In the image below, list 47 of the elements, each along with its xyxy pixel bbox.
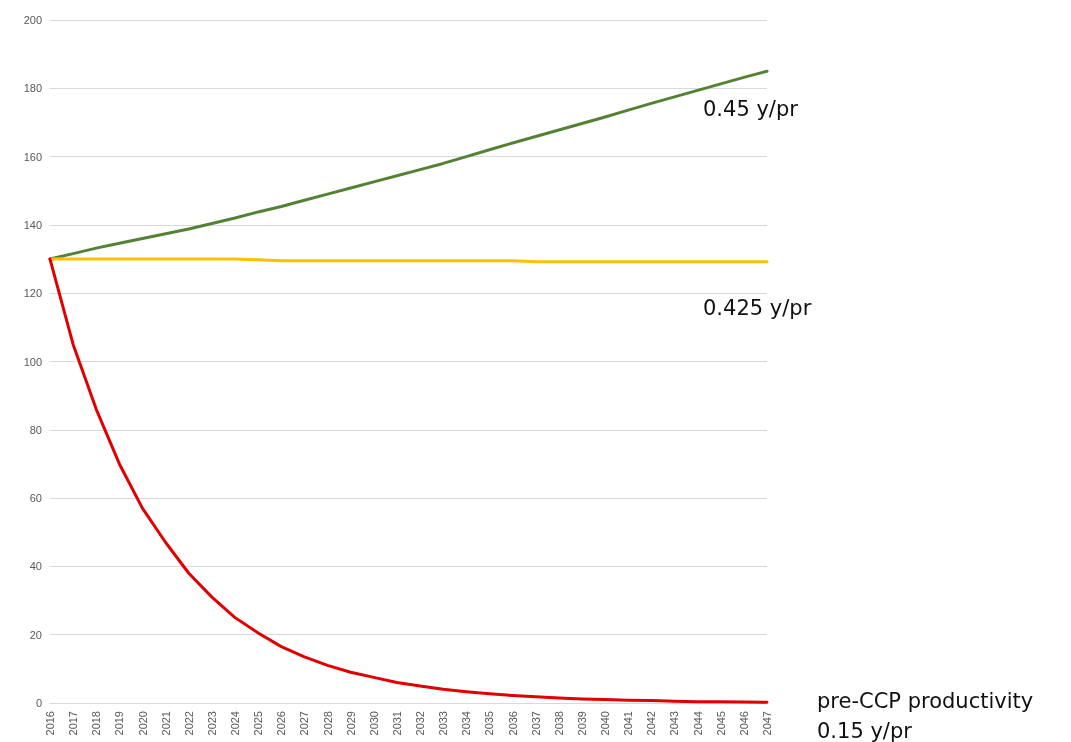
y-tick-label: 20: [29, 628, 42, 641]
y-tick-label: 40: [29, 560, 42, 573]
line-series: [48, 257, 769, 704]
x-tick-label: 2026: [275, 711, 288, 736]
x-tick-label: 2047: [761, 711, 773, 736]
x-tick-label: 2041: [622, 711, 635, 736]
x-tick-label: 2028: [321, 711, 334, 736]
y-tick-label: 0: [35, 697, 42, 709]
x-tick-label: 2038: [552, 711, 565, 736]
x-tick-label: 2019: [113, 711, 126, 736]
x-tick-label: 2042: [645, 711, 658, 736]
series-label: 0.45 y/pr: [703, 97, 799, 122]
x-tick-label: 2024: [229, 711, 242, 736]
x-tick-label: 2033: [437, 711, 450, 736]
x-tick-label: 2030: [367, 711, 380, 736]
x-tick-label: 2039: [575, 711, 588, 736]
y-tick-label: 100: [23, 355, 42, 368]
x-tick-label: 2046: [737, 711, 750, 736]
x-tick-label: 2021: [159, 711, 172, 736]
series-label: 0.425 y/pr: [703, 295, 812, 320]
x-tick-label: 2016: [44, 711, 56, 736]
y-tick-label: 180: [23, 82, 42, 95]
x-tick-label: 2035: [483, 711, 496, 736]
y-tick-label: 120: [23, 287, 42, 300]
x-tick-label: 2045: [714, 711, 727, 736]
y-tick-label: 60: [29, 492, 42, 505]
x-tick-label: 2018: [90, 711, 103, 736]
x-tick-label: 2023: [205, 711, 218, 736]
y-tick-label: 160: [23, 150, 42, 163]
x-tick-label: 2017: [67, 711, 80, 736]
x-tick-label: 2037: [529, 711, 542, 736]
x-tick-label: 2032: [414, 711, 427, 736]
x-tick-label: 2044: [691, 711, 704, 736]
x-tick-label: 2036: [506, 711, 519, 736]
x-tick-label: 2043: [668, 711, 681, 736]
x-tick-label: 2020: [136, 711, 149, 736]
y-tick-label: 140: [23, 218, 42, 231]
x-tick-label: 2022: [182, 711, 195, 736]
x-tick-label: 2025: [252, 711, 265, 736]
x-tick-label: 2029: [344, 711, 357, 736]
x-tick-label: 2040: [599, 711, 612, 736]
y-tick-label: 200: [23, 14, 42, 26]
text: pre-CCP productivity 0.15 y/pr: [817, 689, 1040, 742]
x-tick-label: 2031: [390, 711, 403, 736]
x-tick-label: 2034: [460, 711, 473, 736]
x-tick-label: 2027: [298, 711, 311, 736]
y-tick-label: 80: [29, 423, 42, 436]
